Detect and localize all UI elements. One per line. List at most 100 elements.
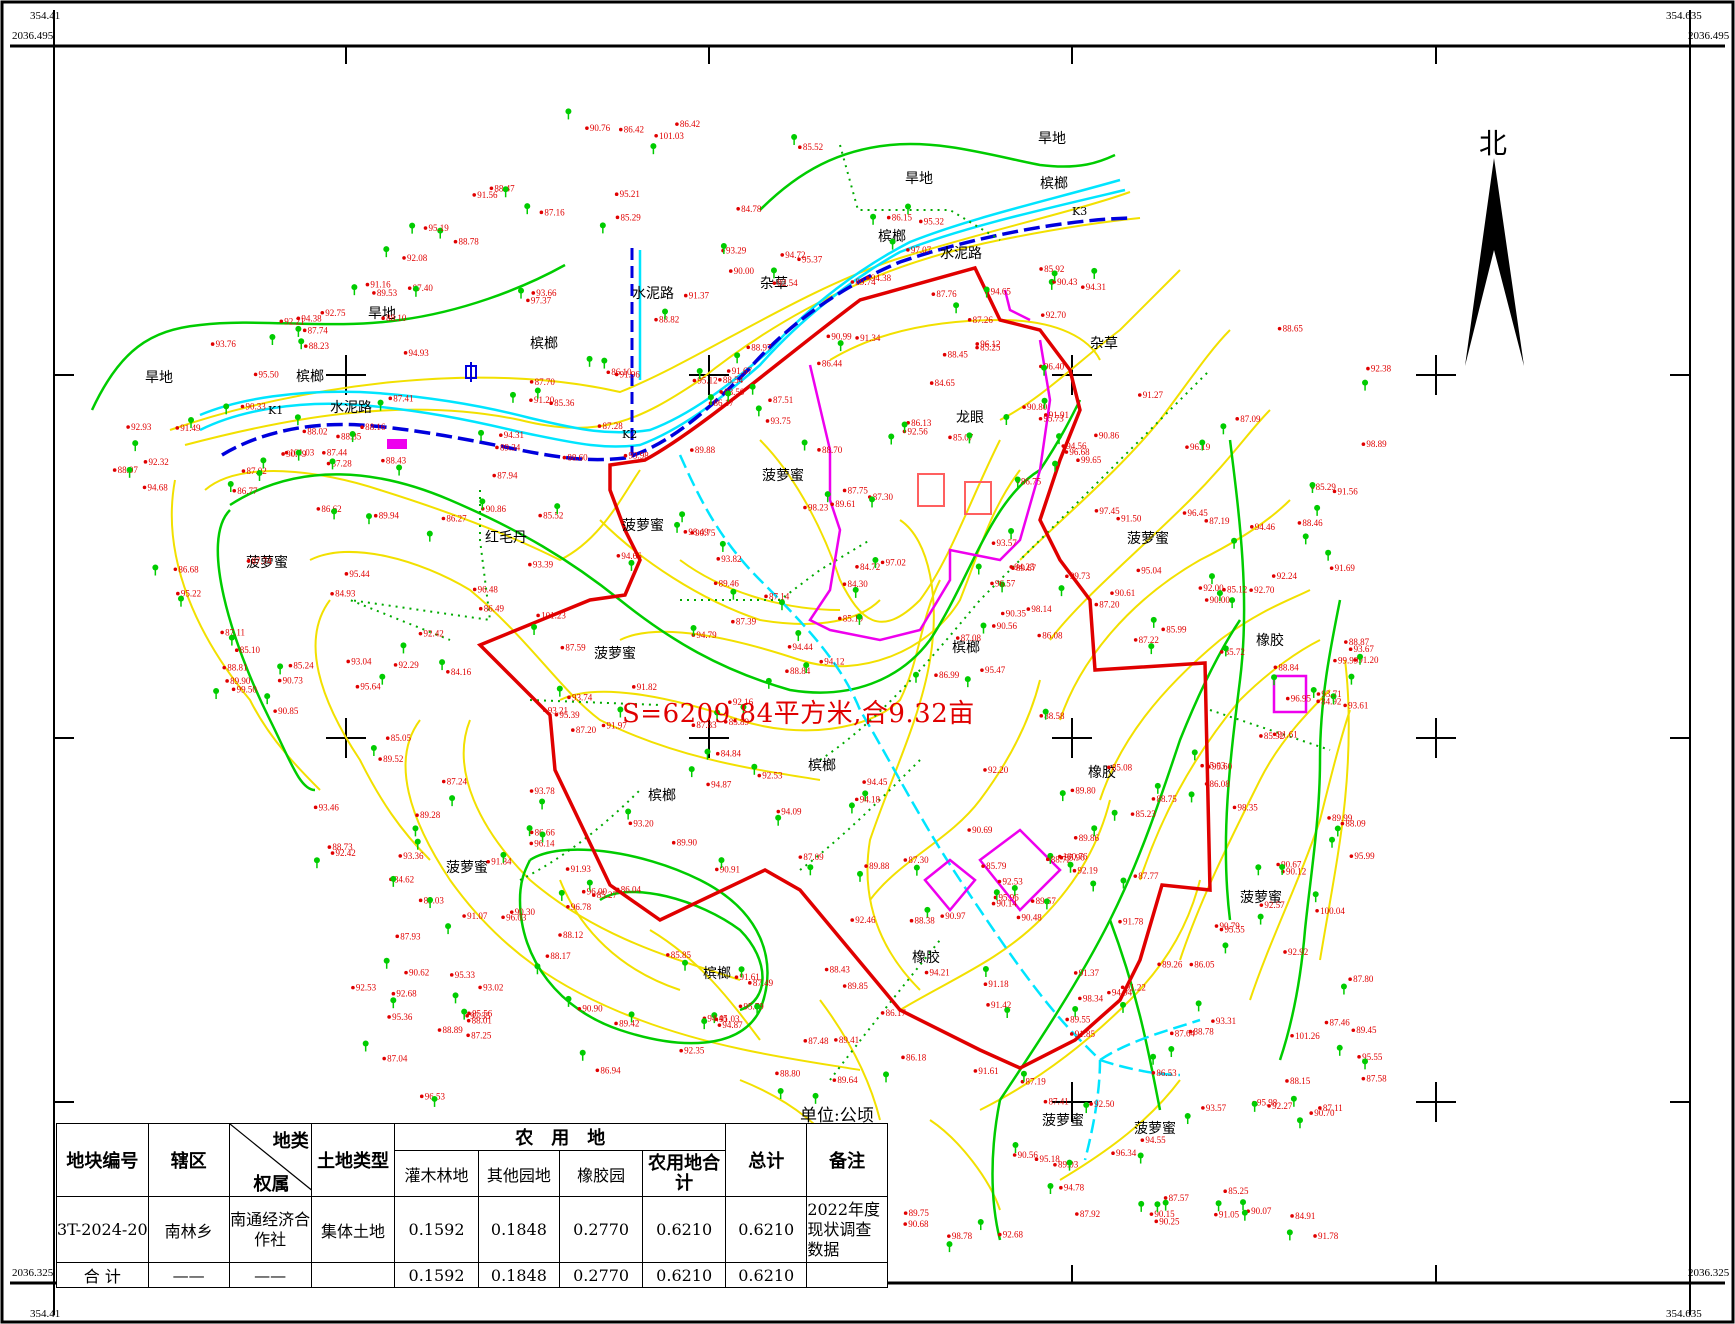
tree-symbol bbox=[848, 802, 855, 814]
elevation-dot bbox=[1000, 611, 1005, 616]
elevation-dot bbox=[1272, 732, 1277, 737]
sum-rubber: 0.2770 bbox=[559, 1262, 644, 1288]
map-label: 橡胶 bbox=[1256, 632, 1284, 649]
elevation-dot bbox=[855, 336, 859, 340]
elevation-label: 90.12 bbox=[1286, 867, 1306, 877]
elevation-dot bbox=[381, 316, 385, 321]
corner-tr-x: 354.635 bbox=[1666, 10, 1702, 22]
elevation-label: 93.46 bbox=[319, 802, 340, 812]
elevation-label: 100.76 bbox=[1063, 852, 1088, 862]
elevation-label: 87.16 bbox=[544, 207, 565, 217]
elevation-label: 91.16 bbox=[370, 280, 391, 290]
elevation-dot bbox=[1353, 658, 1358, 662]
elevation-dot bbox=[577, 1006, 582, 1011]
tree-symbol bbox=[857, 870, 864, 882]
tree-symbol bbox=[556, 685, 563, 697]
tree-symbol bbox=[1229, 597, 1236, 609]
elevation-label: 93.67 bbox=[1354, 644, 1375, 654]
elevation-label: 95.55 bbox=[1362, 1052, 1383, 1062]
tree-symbol bbox=[1231, 537, 1238, 549]
elevation-dot bbox=[738, 1004, 743, 1009]
elevation-label: 87.77 bbox=[1138, 871, 1159, 881]
elevation-dot bbox=[1271, 574, 1276, 578]
elevation-dot bbox=[1324, 1020, 1329, 1025]
elevation-label: 88.10 bbox=[386, 313, 407, 323]
tree-symbol bbox=[452, 992, 459, 1004]
elevation-label: 91.61 bbox=[978, 1066, 998, 1076]
elevation-dot bbox=[1276, 862, 1280, 867]
elevation-label: 95.60 bbox=[1212, 762, 1233, 772]
tree-symbol bbox=[277, 663, 284, 675]
elevation-label: 90.00 bbox=[734, 266, 755, 276]
elevation-dot bbox=[225, 679, 229, 683]
elevation-label: 88.58 bbox=[1044, 711, 1065, 721]
tree-symbol bbox=[946, 1241, 953, 1253]
elevation-label: 86.53 bbox=[1156, 1068, 1177, 1078]
elevation-label: 94.72 bbox=[785, 250, 805, 260]
tree-symbol bbox=[132, 440, 139, 452]
elevation-dot bbox=[1070, 788, 1075, 793]
elevation-label: 87.25 bbox=[471, 1030, 492, 1040]
elevation-label: 91.07 bbox=[467, 911, 488, 921]
elevation-label: 94.56 bbox=[1066, 441, 1087, 451]
elevation-dot bbox=[288, 663, 293, 668]
elevation-dot bbox=[1154, 1219, 1159, 1224]
elevation-label: 95.55 bbox=[1224, 925, 1245, 935]
elevation-dot bbox=[631, 685, 636, 689]
elevation-label: 96.14 bbox=[534, 838, 555, 848]
elevation-dot bbox=[1140, 1138, 1145, 1142]
tree-symbol bbox=[795, 630, 802, 642]
elevation-label: 89.34 bbox=[500, 442, 521, 452]
tree-symbol bbox=[439, 659, 446, 671]
elevation-dot bbox=[591, 893, 596, 897]
elevation-dot bbox=[346, 659, 351, 664]
elevation-label: 92.00 bbox=[1203, 583, 1224, 593]
elevation-label: 89.28 bbox=[420, 810, 441, 820]
elevation-label: 88.17 bbox=[550, 951, 571, 961]
elevation-label: 90.35 bbox=[1006, 609, 1027, 619]
elevation-label: 88.78 bbox=[1193, 1027, 1214, 1037]
elevation-label: 98.34 bbox=[1083, 993, 1104, 1003]
tree-symbol bbox=[264, 693, 271, 705]
row-rubber: 0.2770 bbox=[559, 1196, 644, 1263]
elevation-dot bbox=[864, 864, 868, 868]
tree-symbol bbox=[260, 457, 267, 469]
tree-symbol bbox=[565, 108, 572, 120]
elevation-dot bbox=[1318, 1106, 1322, 1110]
tree-symbol bbox=[1003, 414, 1010, 426]
elevation-dot bbox=[418, 631, 423, 636]
tree-symbol bbox=[1043, 898, 1050, 910]
elevation-label: 99.50 bbox=[237, 684, 258, 694]
elevation-label: 92.54 bbox=[777, 278, 798, 288]
row-owner: 南通经济合作社 bbox=[228, 1196, 312, 1263]
elevation-dot bbox=[618, 127, 623, 132]
map-label: 菠萝蜜 bbox=[762, 468, 804, 484]
elevation-label: 89.86 bbox=[1079, 833, 1100, 843]
tree-symbol bbox=[674, 521, 681, 533]
tree-symbol bbox=[126, 466, 133, 478]
elevation-label: 94.68 bbox=[148, 482, 169, 492]
elevation-label: 93.29 bbox=[726, 246, 747, 256]
elevation-dot bbox=[1107, 765, 1111, 770]
tree-symbol bbox=[329, 458, 336, 470]
elevation-dot bbox=[382, 1056, 386, 1061]
map-label: 槟榔 bbox=[296, 369, 324, 385]
elevation-dot bbox=[142, 485, 147, 490]
elevation-label: 92.93 bbox=[131, 422, 152, 432]
elevation-dot bbox=[934, 673, 938, 678]
elevation-label: 87.74 bbox=[308, 325, 329, 335]
elevation-label: 86.77 bbox=[237, 486, 258, 496]
header-note: 备注 bbox=[806, 1123, 888, 1197]
elevation-dot bbox=[1089, 1102, 1093, 1106]
elevation-dot bbox=[1290, 1214, 1294, 1218]
elevation-label: 90.85 bbox=[278, 706, 299, 716]
elevation-dot bbox=[472, 587, 477, 592]
tree-symbol bbox=[755, 405, 762, 417]
elevation-dot bbox=[419, 1094, 424, 1099]
elevation-dot bbox=[1038, 416, 1043, 421]
elevation-label: 85.27 bbox=[597, 890, 618, 900]
elevation-label: 87.83 bbox=[696, 720, 717, 730]
elevation-label: 95.33 bbox=[455, 970, 476, 980]
tree-symbol bbox=[869, 496, 876, 508]
tree-symbol bbox=[1220, 423, 1227, 435]
